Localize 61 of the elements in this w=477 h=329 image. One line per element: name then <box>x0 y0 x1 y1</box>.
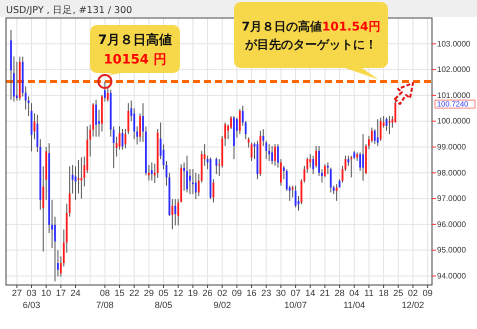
y-tick-label: 96.0000 <box>437 220 466 229</box>
y-tick-label: 94.0000 <box>437 271 466 280</box>
candlestick <box>186 155 188 193</box>
x-tick-label: 09 <box>232 288 242 298</box>
x-tick-label: 30 <box>276 288 286 298</box>
x-tick-label: 29 <box>144 288 154 298</box>
y-tick-label: 101.0000 <box>437 90 471 100</box>
x-tick-label: 12 <box>173 288 184 298</box>
x-tick-label: 14 <box>305 288 316 298</box>
candlestick <box>95 99 97 138</box>
x-tick-label: 22 <box>129 288 140 298</box>
x-tick-label: 05 8/05 <box>154 288 172 310</box>
candlestick <box>271 145 274 165</box>
y-tick-label: 97.0000 <box>437 194 466 204</box>
x-tick-label: 11 <box>364 288 374 298</box>
y-tick-label: 98.0000 <box>437 168 466 178</box>
candlestick <box>294 185 296 208</box>
candlestick <box>171 198 174 230</box>
x-tick-label: 09 <box>422 288 433 298</box>
x-tick-label: 02 12/02 <box>402 288 424 310</box>
candlestick <box>192 168 194 195</box>
x-tick-label: 03 6/03 <box>22 288 40 310</box>
x-tick-label: 25 <box>393 288 404 298</box>
x-tick-label: 04 11/04 <box>343 288 366 310</box>
x-tick-label: 08 7/08 <box>96 288 114 310</box>
annotation: 7月８日の高値101.54円が目先のターゲットに！ <box>242 20 380 52</box>
x-tick-label: 27 <box>12 288 22 298</box>
x-tick-label: 15 <box>114 288 125 298</box>
candlestick <box>359 152 362 172</box>
y-tick-label: 95.0000 <box>437 246 466 255</box>
y-tick-label: 103.0000 <box>437 39 471 48</box>
x-tick-label: 23 <box>261 288 272 298</box>
x-tick-label: 19 <box>188 288 198 298</box>
x-tick-label: 21 <box>320 288 330 298</box>
candlestick <box>215 157 218 175</box>
x-tick-label: 18 <box>378 288 389 298</box>
candlestick <box>386 117 388 132</box>
candlestick <box>212 178 214 203</box>
annotation: 7月８日の高値101.54円が目先のターゲットに！ <box>234 2 388 80</box>
y-tick-label: 100.0000 <box>437 116 471 126</box>
candlestick <box>78 159 80 194</box>
x-tick-label: 07 10/07 <box>284 288 307 310</box>
candlestick <box>362 134 364 182</box>
chart-title: USD/JPY , 日足, #131 / 300 <box>6 5 132 16</box>
x-tick-label: 28 <box>334 288 345 298</box>
x-tick-label: 26 <box>202 288 213 298</box>
candlestick <box>336 184 338 202</box>
candlestick <box>189 168 191 195</box>
x-tick-label: 24 <box>70 288 81 298</box>
candlestick <box>388 116 390 135</box>
candlestick <box>80 156 82 200</box>
y-tick-label: 99.0000 <box>437 142 466 152</box>
y-tick-label: 102.0000 <box>437 65 471 74</box>
x-tick-label: 02 9/02 <box>213 288 231 310</box>
candlestick <box>122 128 124 150</box>
candlestick <box>274 144 276 166</box>
x-tick-label: 10 <box>41 288 52 298</box>
annotation: 7月８日高値 10154 円 <box>90 25 180 76</box>
annotation: 7月８日高値 10154 円 <box>98 32 172 68</box>
x-tick-label: 16 <box>246 288 257 298</box>
x-tick-label: 17 <box>56 288 66 298</box>
